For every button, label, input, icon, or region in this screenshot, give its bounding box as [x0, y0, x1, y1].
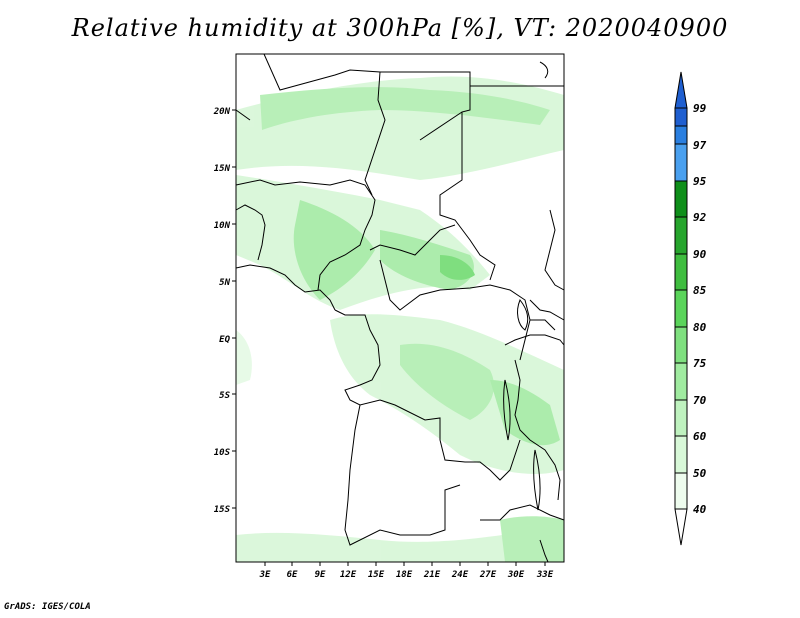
colorbar-label: 95 — [693, 175, 707, 188]
lat-label-5s: 5S — [219, 391, 230, 401]
lon-label-27e: 27E — [479, 570, 497, 580]
colorbar-label: 85 — [693, 284, 707, 297]
colorbar-segment — [674, 289, 688, 328]
colorbar-segment — [674, 399, 688, 437]
lon-label-24e: 24E — [451, 570, 469, 580]
map-title: Relative humidity at 300hPa [%], VT: 202… — [71, 14, 729, 42]
colorbar-segment — [674, 326, 688, 364]
grads-credit: GrADS: IGES/COLA — [4, 602, 91, 612]
colorbar-label: 92 — [693, 211, 707, 224]
colorbar-segment — [674, 216, 688, 255]
colorbar-label: 75 — [693, 357, 707, 370]
colorbar-segment — [674, 180, 688, 218]
map-frame — [235, 53, 565, 563]
humidity-field — [236, 76, 564, 562]
colorbar-segment — [674, 253, 688, 291]
map-area — [235, 53, 565, 563]
colorbar-label: 90 — [693, 248, 707, 261]
colorbar-segment — [674, 472, 688, 510]
colorbar-label: 60 — [693, 430, 707, 443]
colorbar-segment — [674, 143, 688, 182]
lat-label-5n: 5N — [219, 278, 230, 288]
colorbar-label: 40 — [693, 503, 707, 516]
lat-axis: 20N 15N 10N 5N EQ 5S 10S 15S — [213, 107, 236, 515]
colorbar — [674, 71, 688, 546]
colorbar-label: 70 — [693, 394, 707, 407]
colorbar-labels: 99 97 95 92 90 85 80 75 70 60 50 40 — [693, 102, 707, 516]
lakes — [503, 61, 549, 511]
country-borders — [235, 53, 565, 563]
colorbar-segment — [674, 125, 688, 145]
colorbar-segment — [674, 107, 688, 127]
lat-label-20n: 20N — [213, 107, 231, 117]
lat-label-eq: EQ — [219, 335, 230, 345]
colorbar-label: 80 — [693, 321, 707, 334]
lon-label-30e: 30E — [507, 570, 525, 580]
lon-label-9e: 9E — [315, 570, 326, 580]
colorbar-label: 50 — [693, 467, 707, 480]
colorbar-segment — [674, 362, 688, 401]
lon-label-12e: 12E — [340, 570, 357, 580]
colorbar-segment — [674, 435, 688, 474]
lat-label-10s: 10S — [214, 448, 231, 458]
lon-label-18e: 18E — [396, 570, 413, 580]
lon-label-6e: 6E — [287, 570, 298, 580]
lon-label-15e: 15E — [368, 570, 385, 580]
lat-label-15s: 15S — [214, 505, 231, 515]
lon-label-21e: 21E — [423, 570, 441, 580]
colorbar-label: 97 — [693, 139, 707, 152]
lon-axis: 3E 6E 9E 12E 15E 18E 21E 24E 27E 30E 33E — [259, 562, 554, 580]
colorbar-top-arrow — [674, 71, 688, 109]
lon-label-3e: 3E — [259, 570, 271, 580]
colorbar-bottom-arrow — [674, 508, 688, 546]
colorbar-label: 99 — [693, 102, 707, 115]
lon-label-33e: 33E — [536, 570, 554, 580]
lat-label-15n: 15N — [214, 164, 231, 174]
lat-label-10n: 10N — [214, 221, 231, 231]
